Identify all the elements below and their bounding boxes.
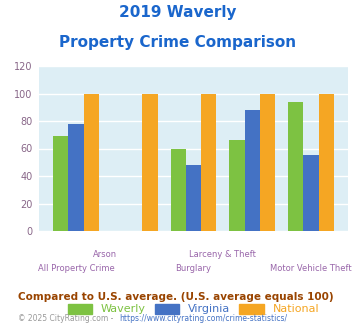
- Text: Compared to U.S. average. (U.S. average equals 100): Compared to U.S. average. (U.S. average …: [18, 292, 333, 302]
- Bar: [260, 93, 275, 231]
- Bar: [186, 165, 201, 231]
- Bar: [303, 155, 318, 231]
- Text: Motor Vehicle Theft: Motor Vehicle Theft: [270, 264, 352, 273]
- Text: Larceny & Theft: Larceny & Theft: [190, 250, 256, 259]
- Text: Burglary: Burglary: [175, 264, 212, 273]
- Text: © 2025 CityRating.com -: © 2025 CityRating.com -: [18, 314, 115, 323]
- Bar: [53, 136, 69, 231]
- Bar: [201, 93, 217, 231]
- Text: All Property Crime: All Property Crime: [38, 264, 114, 273]
- Bar: [318, 93, 334, 231]
- Text: Arson: Arson: [93, 250, 118, 259]
- Bar: [84, 93, 99, 231]
- Text: Property Crime Comparison: Property Crime Comparison: [59, 35, 296, 50]
- Bar: [245, 110, 260, 231]
- Bar: [288, 102, 303, 231]
- Legend: Waverly, Virginia, National: Waverly, Virginia, National: [63, 299, 324, 319]
- Text: 2019 Waverly: 2019 Waverly: [119, 5, 236, 20]
- Bar: [170, 148, 186, 231]
- Text: https://www.cityrating.com/crime-statistics/: https://www.cityrating.com/crime-statist…: [119, 314, 287, 323]
- Bar: [229, 140, 245, 231]
- Bar: [69, 124, 84, 231]
- Bar: [142, 93, 158, 231]
